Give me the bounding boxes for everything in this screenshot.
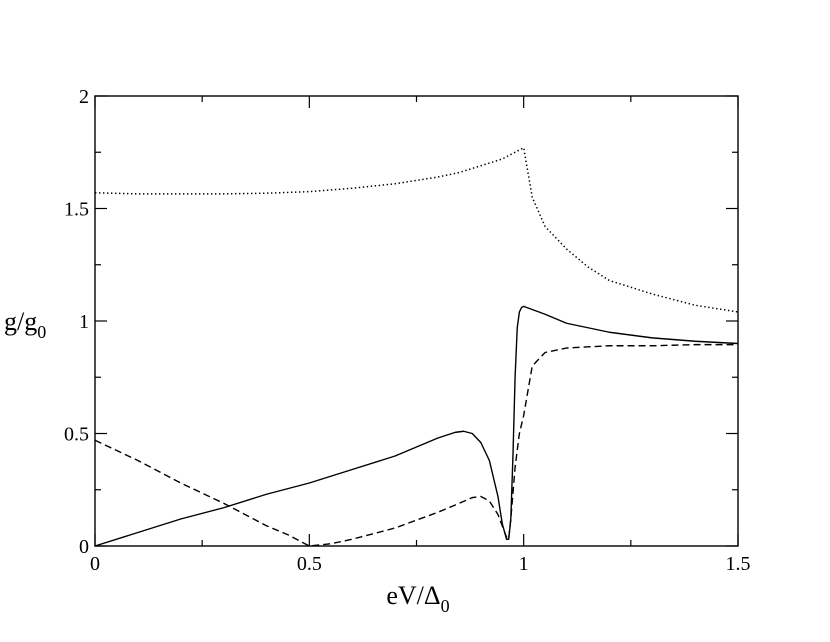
series-layer — [94, 147, 739, 547]
series-line-solid — [94, 305, 739, 547]
x-axis-label: eV/Δ0 — [386, 581, 449, 616]
y-tick-label: 0 — [79, 536, 89, 558]
y-tick-label: 0.5 — [64, 424, 89, 446]
series-line-dashed — [94, 343, 738, 547]
ticks — [94, 95, 739, 547]
x-tick-label: 0.5 — [297, 553, 322, 575]
tick-labels: 0 0.5 1 1.5 0 0.5 1 1.5 2 — [64, 86, 751, 575]
x-tick-label: 1.5 — [726, 553, 751, 575]
y-tick-label: 1.5 — [64, 199, 89, 221]
series-line-dotted — [94, 147, 739, 313]
y-tick-label: 1 — [79, 311, 89, 333]
x-tick-label: 1 — [519, 553, 529, 575]
x-tick-label: 0 — [90, 553, 100, 575]
plot-frame — [94, 95, 739, 547]
y-axis-label: g/g0 — [4, 307, 46, 342]
y-tick-label: 2 — [79, 86, 89, 108]
